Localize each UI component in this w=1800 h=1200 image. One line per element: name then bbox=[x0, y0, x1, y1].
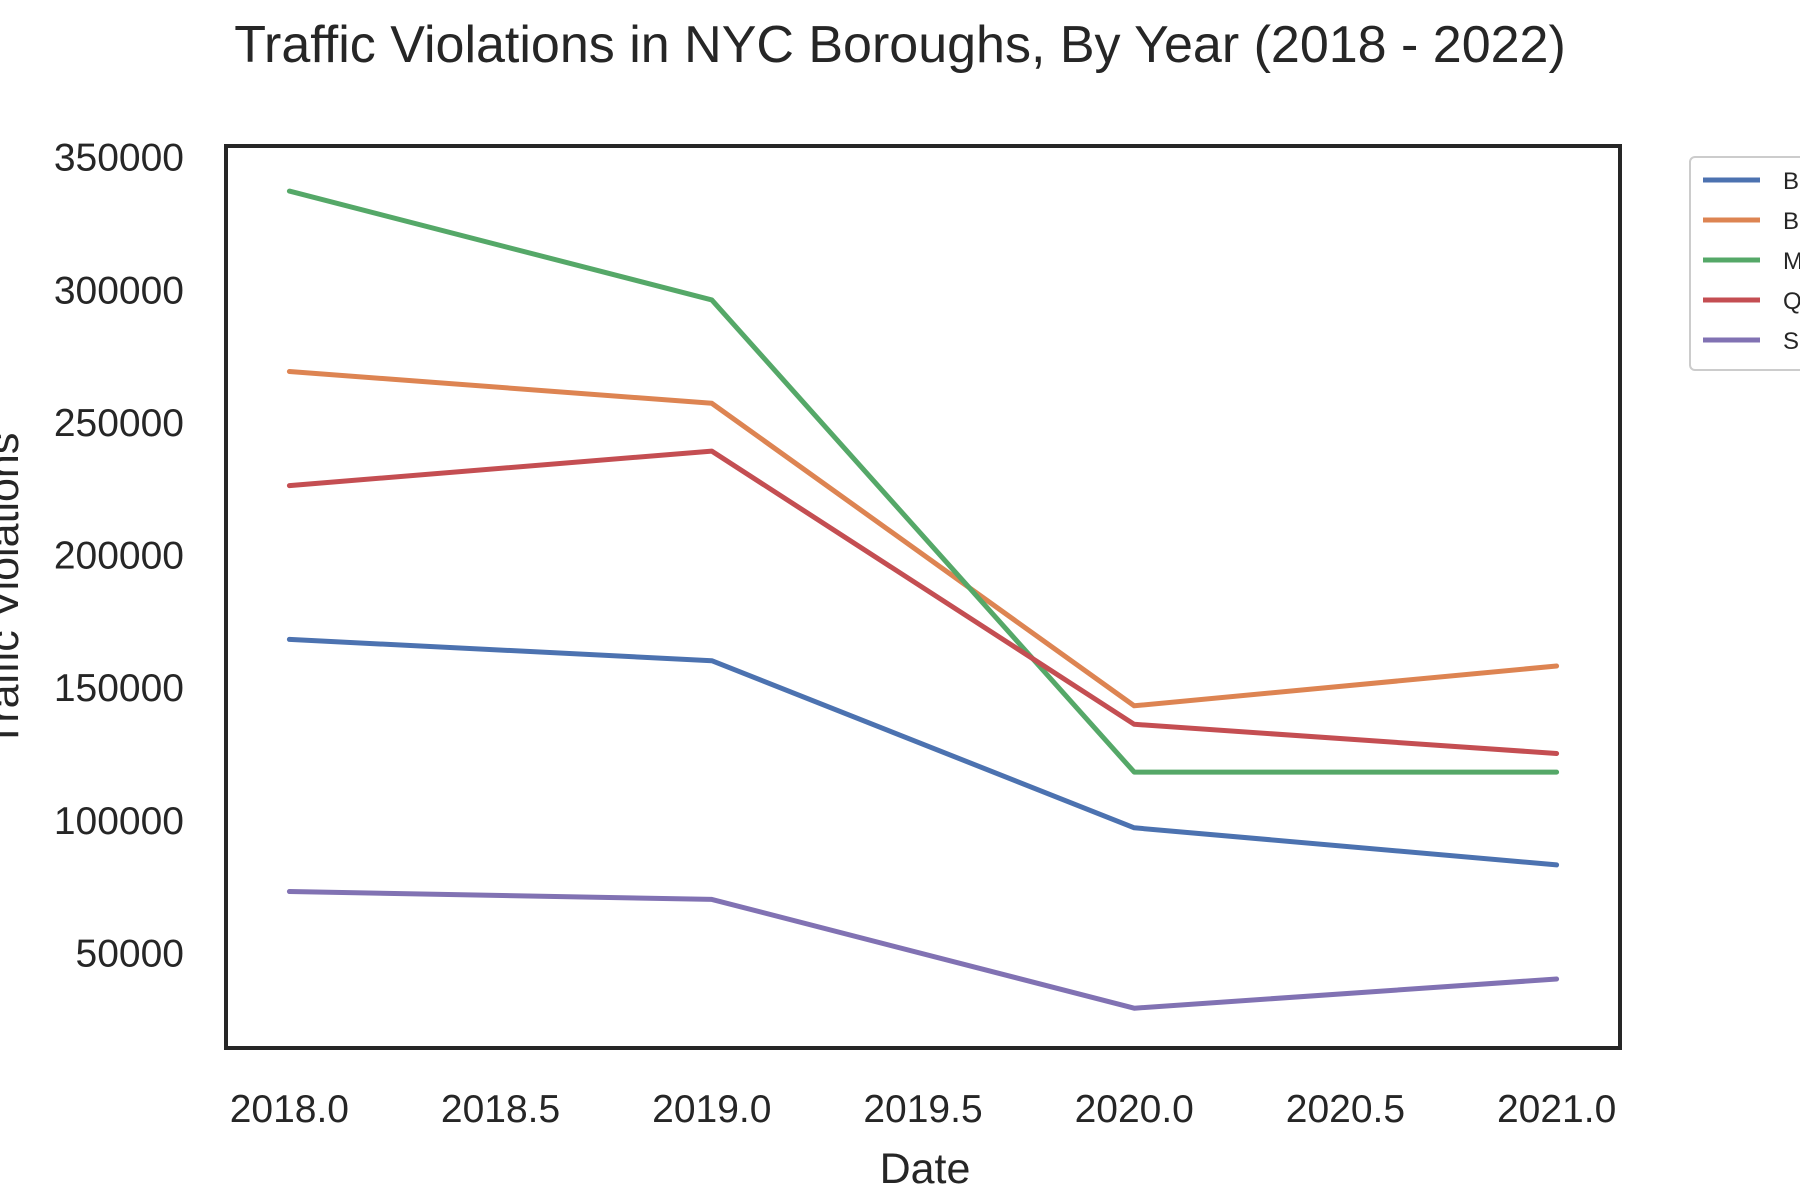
x-tick-label: 2018.0 bbox=[230, 1088, 349, 1131]
y-tick-label: 350000 bbox=[54, 137, 184, 180]
data-point bbox=[711, 402, 713, 404]
data-point bbox=[1556, 978, 1558, 980]
series-line-4 bbox=[286, 889, 1560, 1011]
y-tick-label: 250000 bbox=[54, 402, 184, 445]
chart-title: Traffic Violations in NYC Boroughs, By Y… bbox=[234, 16, 1566, 74]
data-point bbox=[711, 450, 713, 452]
series-line-3 bbox=[286, 448, 1560, 756]
x-tick-label: 2019.0 bbox=[652, 1088, 771, 1131]
x-tick-label: 2019.5 bbox=[863, 1088, 982, 1131]
data-point bbox=[1556, 665, 1558, 667]
legend-label: Q bbox=[1783, 288, 1800, 315]
data-point bbox=[711, 660, 713, 662]
data-point bbox=[1556, 753, 1558, 755]
data-point bbox=[711, 299, 713, 301]
y-tick-label: 100000 bbox=[54, 800, 184, 843]
y-tick-label: 300000 bbox=[54, 269, 184, 312]
x-tick-label: 2020.0 bbox=[1075, 1088, 1194, 1131]
data-point bbox=[1133, 1007, 1135, 1009]
data-point bbox=[1133, 723, 1135, 725]
data-point bbox=[1133, 705, 1135, 707]
legend-label: M bbox=[1783, 248, 1800, 275]
x-tick-label: 2020.5 bbox=[1286, 1088, 1405, 1131]
x-tick-label: 2018.5 bbox=[441, 1088, 560, 1131]
data-point bbox=[1556, 864, 1558, 866]
x-axis-label: Date bbox=[880, 1145, 971, 1193]
data-point bbox=[288, 890, 290, 892]
legend-label: S bbox=[1783, 328, 1799, 355]
series-line-0 bbox=[286, 636, 1560, 868]
y-tick-label: 50000 bbox=[76, 932, 184, 975]
data-point bbox=[711, 898, 713, 900]
y-tick-label: 200000 bbox=[54, 535, 184, 578]
data-point bbox=[1133, 827, 1135, 829]
data-point bbox=[288, 638, 290, 640]
data-point bbox=[288, 371, 290, 372]
data-point bbox=[1556, 771, 1558, 773]
data-point bbox=[288, 190, 290, 192]
x-tick-label: 2021.0 bbox=[1497, 1088, 1616, 1131]
legend-label: B bbox=[1783, 168, 1799, 195]
x-axis: 2018.0 2018.5 2019.0 2019.5 2020.0 2020.5 2021… bbox=[230, 1088, 1617, 1131]
data-point bbox=[1133, 771, 1135, 773]
legend-label: B bbox=[1783, 208, 1799, 235]
legend-box bbox=[1689, 156, 1800, 371]
series-line-2 bbox=[286, 188, 1560, 775]
y-axis-label: Traffic Violations bbox=[0, 433, 28, 748]
plot-frame bbox=[224, 144, 1622, 1050]
y-tick-label: 150000 bbox=[54, 667, 184, 710]
data-point bbox=[288, 485, 290, 487]
y-axis: 50000 100000 150000 200000 250000 300000 35000… bbox=[54, 137, 184, 976]
series-lines bbox=[286, 188, 1560, 1011]
series-line-1 bbox=[286, 369, 1560, 709]
